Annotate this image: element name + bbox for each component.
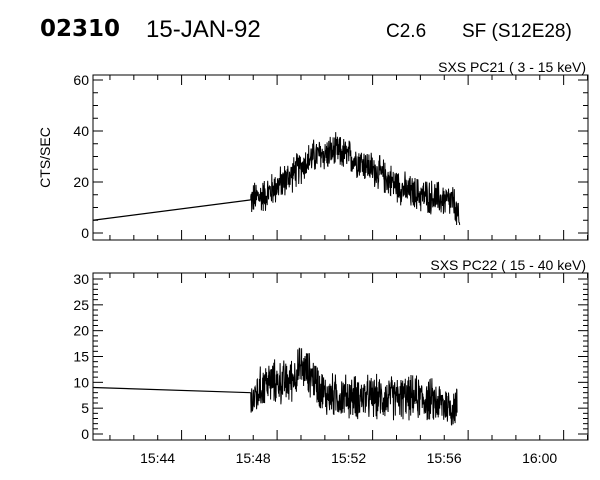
y-tick-label: 40 — [73, 123, 89, 139]
x-tick-label: 15:48 — [236, 450, 271, 466]
goes-class: C2.6 — [386, 21, 427, 42]
x-tick-label: 16:00 — [522, 450, 557, 466]
x-tick-label: 15:56 — [427, 450, 462, 466]
panel-title: SXS PC21 ( 3 - 15 keV) — [438, 59, 586, 75]
y-tick-label: 0 — [81, 426, 89, 442]
y-tick-label: 20 — [73, 323, 89, 339]
baseline-line — [92, 386, 251, 394]
event-date: 15-JAN-92 — [146, 16, 261, 43]
y-tick-label: 5 — [81, 400, 89, 416]
panel-title: SXS PC22 ( 15 - 40 keV) — [430, 257, 586, 273]
y-axis-label: CTS/SEC — [37, 127, 53, 188]
x-tick-label: 15:44 — [140, 450, 175, 466]
y-tick-label: 30 — [73, 271, 89, 287]
data-series-line — [250, 132, 461, 226]
y-tick-label: 10 — [73, 374, 89, 390]
y-tick-label: 15 — [73, 349, 89, 365]
y-tick-label: 20 — [73, 174, 89, 190]
baseline-line — [92, 199, 251, 221]
panel-1: 0 20 40 60 SXS PC21 ( 3 - 15 keV) CTS/SEC — [37, 59, 589, 241]
data-series-line — [250, 347, 458, 426]
event-id: 02310 — [40, 16, 121, 42]
flare-location: SF (S12E28) — [462, 21, 572, 42]
plot-frame — [92, 74, 589, 241]
panel-2: 0 5 10 15 20 25 30 15:44 15:48 15:52 15:56 16:00 SXS… — [73, 257, 589, 466]
plot-frame — [92, 272, 589, 441]
y-tick-label: 25 — [73, 297, 89, 313]
y-tick-label: 0 — [81, 225, 89, 241]
x-tick-label: 15:52 — [331, 450, 366, 466]
y-tick-label: 60 — [73, 72, 89, 88]
